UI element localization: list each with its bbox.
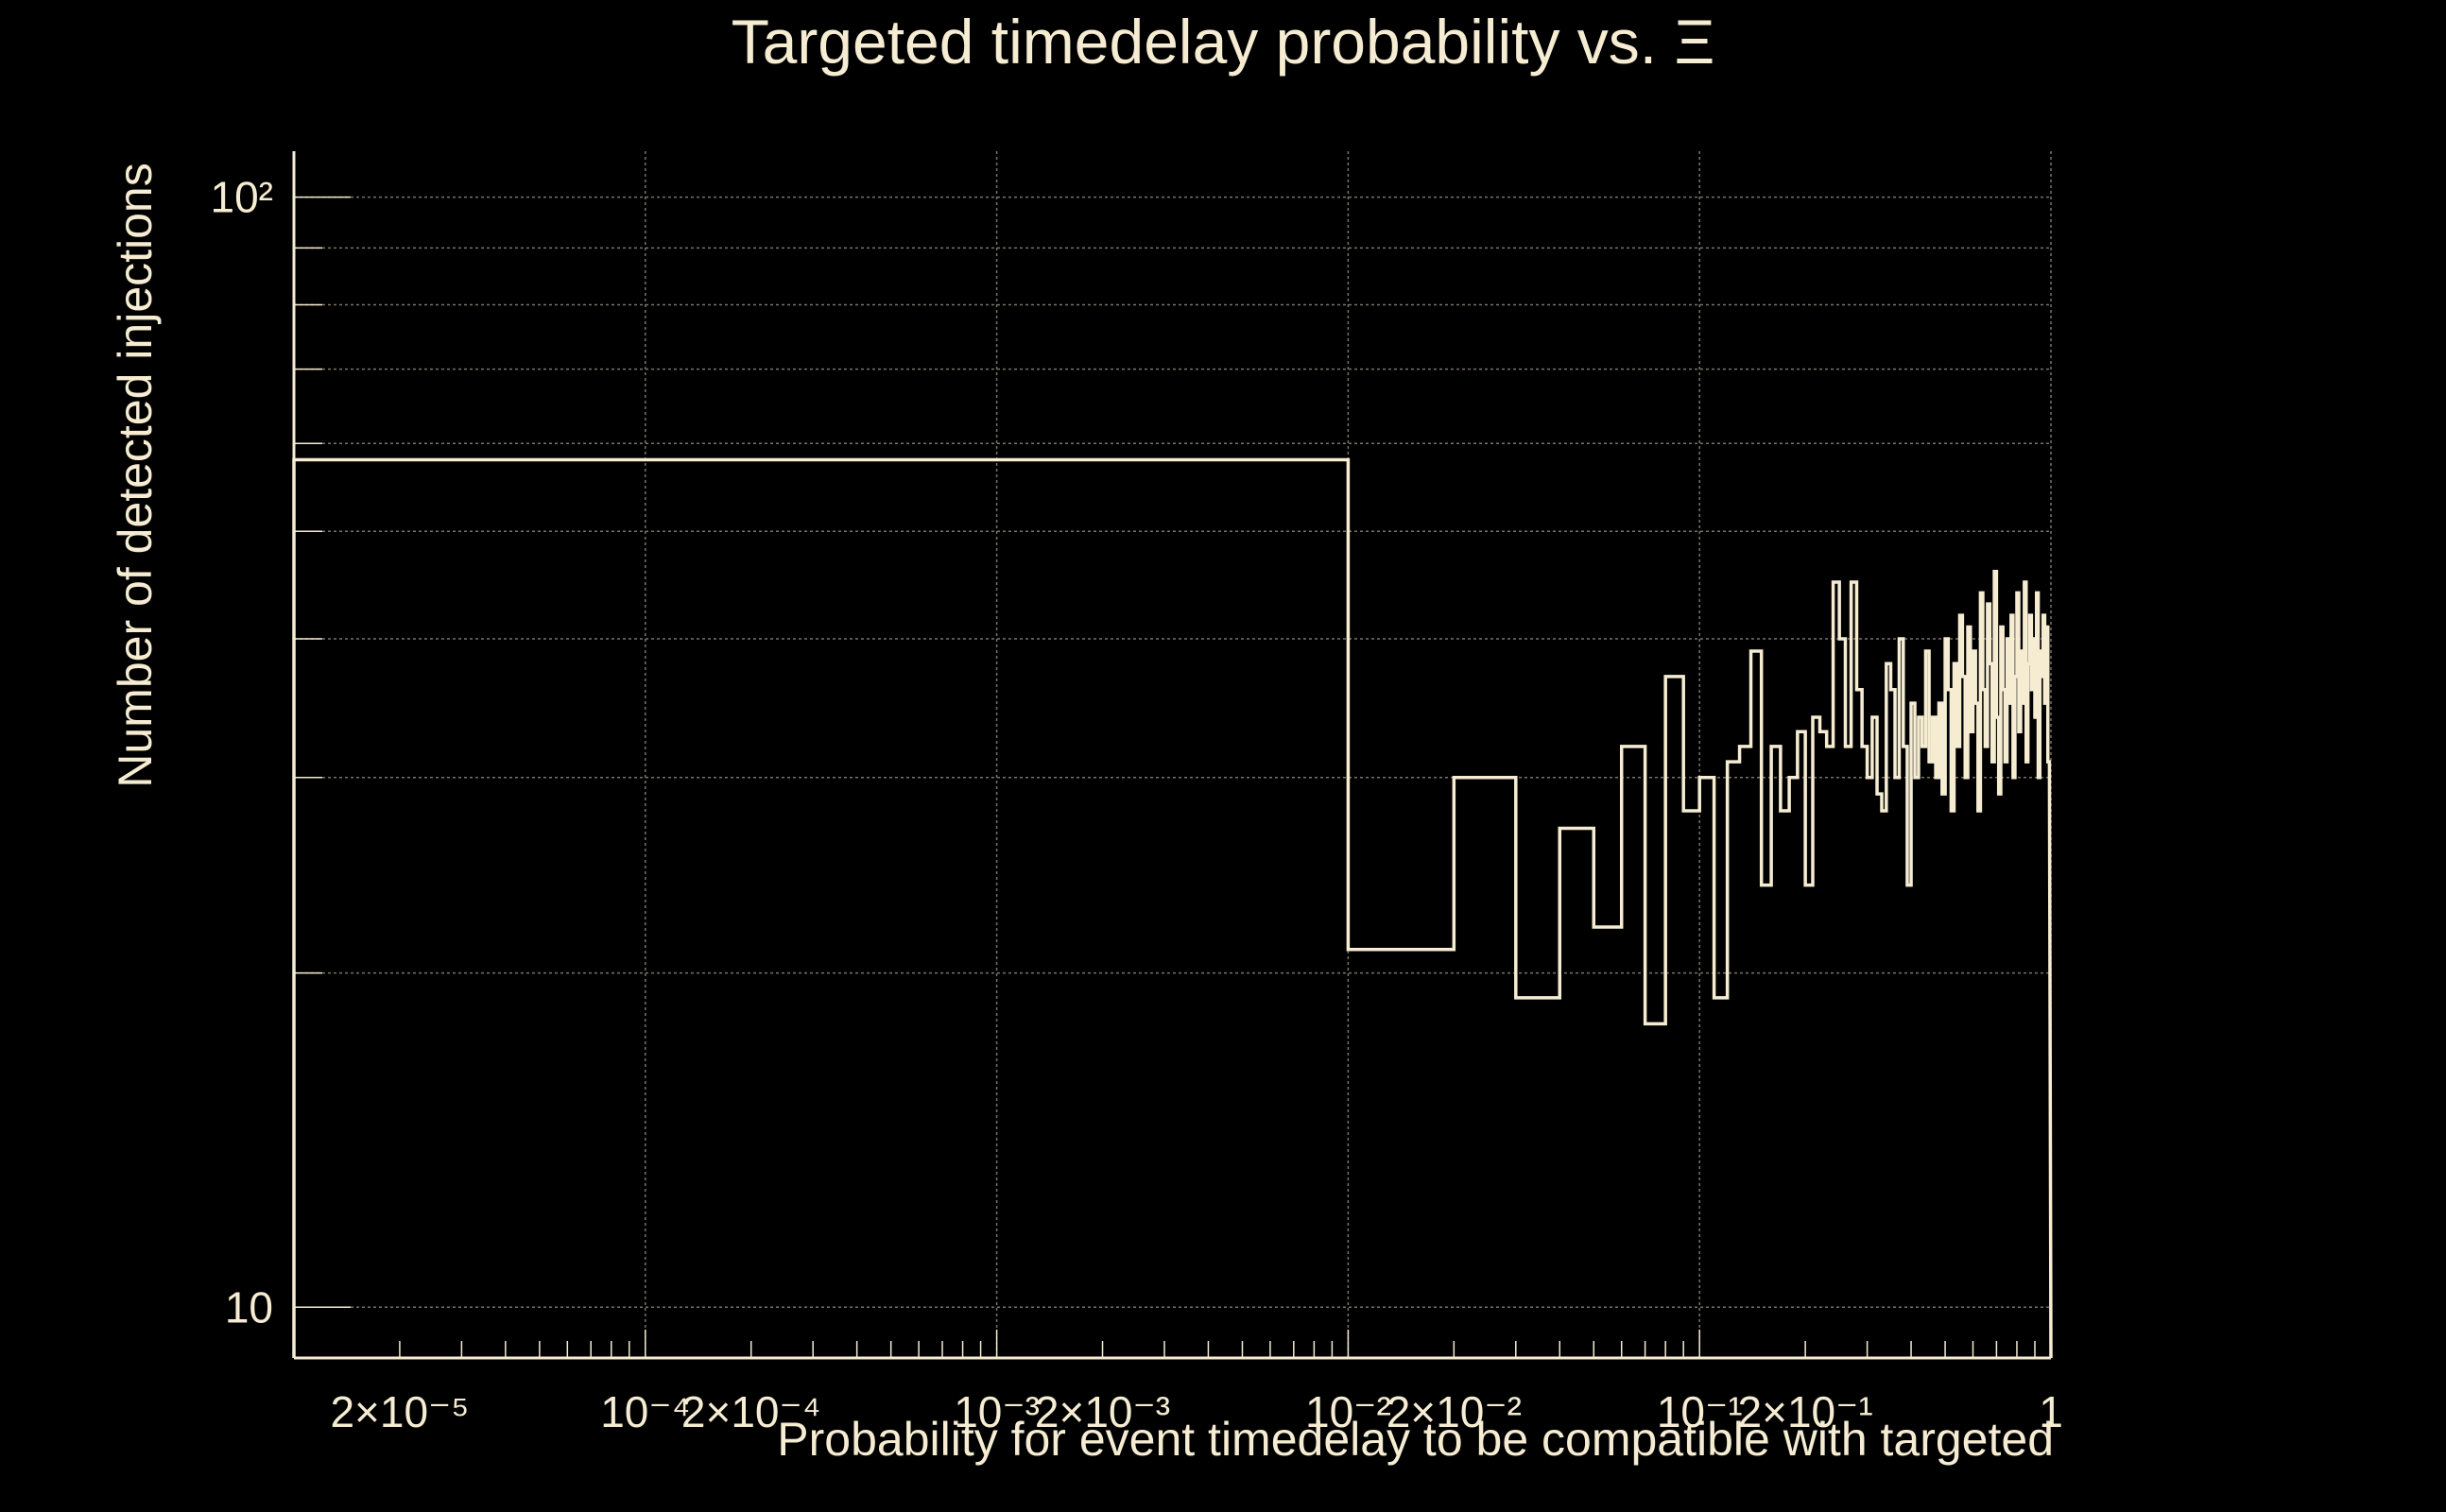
- grid-lines: [294, 151, 2052, 1358]
- x-tick-label: 2×10⁻⁵: [330, 1387, 469, 1436]
- y-tick-label: 10²: [211, 173, 273, 222]
- y-tick-label: 10: [225, 1282, 273, 1332]
- x-tick-label: 10⁻³: [954, 1387, 1040, 1436]
- y-axis-label: Number of detected injections: [109, 163, 162, 787]
- y-tick-labels: 10 10²: [211, 173, 273, 1332]
- axes-frame: [292, 151, 2051, 1360]
- x-tick-label: 2×10⁻²: [1387, 1387, 1522, 1436]
- x-tick-labels: 2×10⁻⁵ 10⁻⁴2×10⁻⁴ 10⁻³2×10⁻³ 10⁻²2×10⁻² 10⁻¹…: [330, 1387, 2062, 1436]
- x-tick-label: 10⁻²: [1305, 1387, 1391, 1436]
- x-tick-label: 10⁻⁴: [600, 1387, 690, 1436]
- chart-title: Targeted timedelay probability vs. Ξ: [732, 7, 1715, 77]
- x-tick-label: 10⁻¹: [1657, 1387, 1743, 1436]
- x-tick-label: 1: [2039, 1387, 2063, 1436]
- histogram-outline: [292, 457, 2053, 1359]
- minor-ticks: [293, 196, 2036, 1358]
- x-tick-label: 2×10⁻⁴: [681, 1387, 821, 1436]
- x-tick-label: 2×10⁻³: [1035, 1387, 1170, 1436]
- x-tick-label: 2×10⁻¹: [1738, 1387, 1873, 1436]
- x-axis-label: Probability for event timedelay to be co…: [777, 1413, 2054, 1466]
